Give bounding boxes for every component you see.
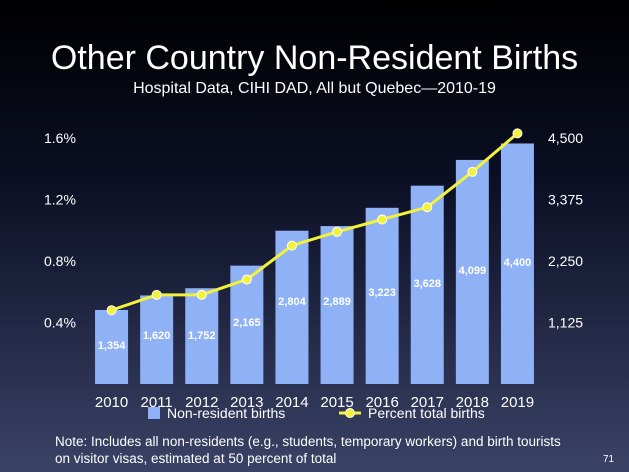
line-point (196, 289, 207, 300)
line-point (512, 128, 523, 139)
bar-data-label: 2,804 (278, 296, 306, 308)
bar-data-label: 4,099 (459, 265, 487, 277)
x-tick-label: 2011 (141, 394, 173, 411)
bar (140, 295, 174, 384)
bar-data-label: 1,752 (188, 330, 216, 342)
x-tick-label: 2015 (320, 394, 353, 411)
legend-line-marker (345, 408, 355, 418)
bar-data-label: 2,165 (233, 317, 261, 329)
slide-number: 71 (603, 454, 615, 465)
line-point (151, 289, 162, 300)
bar-data-label: 4,400 (504, 257, 532, 269)
legend-line-label: Percent total births (368, 405, 485, 421)
x-tick-label: 2018 (456, 394, 489, 411)
x-tick-label: 2016 (365, 394, 398, 411)
x-tick-label: 2019 (501, 394, 534, 411)
bar (95, 309, 129, 384)
right-axis-tick-label: 1,125 (548, 315, 583, 331)
left-axis-tick-label: 0.4% (44, 315, 76, 331)
left-axis-tick-label: 1.6% (44, 130, 76, 146)
line-point (286, 240, 297, 251)
bar-data-label: 3,223 (368, 287, 396, 299)
bar (320, 226, 354, 384)
bar (275, 230, 309, 384)
right-axis-tick-label: 4,500 (548, 130, 583, 146)
line-point (106, 305, 117, 316)
x-tick-label: 2013 (230, 394, 263, 411)
chart-title: Other Country Non-Resident Births (50, 39, 579, 77)
bar (500, 143, 534, 384)
left-axis-tick-label: 0.8% (44, 253, 76, 269)
line-point (377, 214, 388, 225)
x-tick-label: 2014 (275, 394, 308, 411)
chart-subtitle: Hospital Data, CIHI DAD, All but Quebec—… (133, 80, 496, 97)
bar (185, 288, 219, 384)
series-line (111, 132, 519, 312)
left-axis-tick-label: 1.2% (44, 192, 76, 208)
right-axis-tick-label: 3,375 (548, 192, 583, 208)
x-tick-label: 2017 (411, 394, 444, 411)
bar (410, 185, 444, 384)
line-point (332, 226, 343, 237)
right-axis-tick-label: 2,250 (548, 253, 583, 269)
bar-data-label: 1,620 (143, 330, 171, 342)
footnote: Note: Includes all non-residents (e.g., … (55, 434, 561, 466)
line-point (241, 274, 252, 285)
bar (230, 265, 264, 384)
x-tick-label: 2012 (185, 394, 218, 411)
bar (455, 159, 489, 384)
bar-data-label: 1,354 (98, 340, 126, 352)
bar-data-label: 2,889 (323, 296, 351, 308)
legend-bar-label: Non-resident births (167, 405, 285, 421)
bar (365, 207, 399, 384)
x-tick-label: 2010 (95, 394, 128, 411)
line-point (422, 202, 433, 213)
legend-bar-swatch (148, 407, 160, 419)
bar-data-label: 3,628 (413, 278, 441, 290)
line-point (467, 166, 478, 177)
